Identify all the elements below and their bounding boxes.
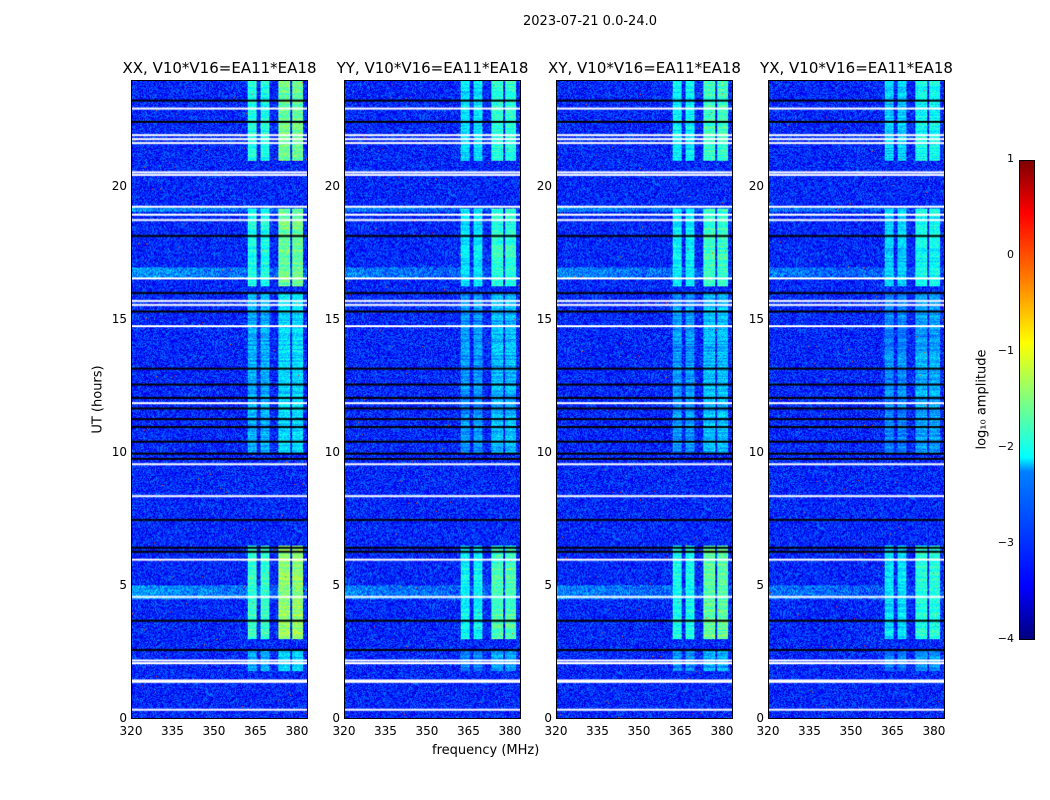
x-tick-label: 350 xyxy=(202,724,226,738)
y-tick-label: 15 xyxy=(324,311,340,326)
heatmap-panel xyxy=(768,80,945,719)
x-tick-label: 380 xyxy=(922,724,946,738)
y-tick-label: 5 xyxy=(756,577,764,592)
x-tick-label: 380 xyxy=(285,724,309,738)
y-tick-label: 20 xyxy=(111,178,127,193)
y-tick-label: 15 xyxy=(748,311,764,326)
heatmap-panel xyxy=(344,80,521,719)
y-tick-label: 10 xyxy=(536,444,552,459)
heatmap-cells xyxy=(769,81,944,718)
panel-title: XX, V10*V16=EA11*EA18 xyxy=(122,59,317,77)
panel-title: YY, V10*V16=EA11*EA18 xyxy=(336,59,529,77)
heatmap-cells xyxy=(557,81,732,718)
y-tick-label: 0 xyxy=(544,711,552,725)
x-tick-label: 365 xyxy=(669,724,692,738)
y-tick-label: 15 xyxy=(111,311,127,326)
x-tick-label: 350 xyxy=(627,724,651,738)
x-tick-label: 365 xyxy=(881,724,904,738)
y-tick-label: 10 xyxy=(111,444,127,459)
colorbar xyxy=(1019,160,1035,640)
y-tick-label: 0 xyxy=(119,711,127,725)
x-tick-label: 365 xyxy=(457,724,480,738)
heatmap-cells xyxy=(132,81,307,718)
x-tick-label: 380 xyxy=(710,724,734,738)
y-tick-label: 5 xyxy=(332,577,340,592)
y-tick-label: 5 xyxy=(119,577,127,592)
colorbar-tick-label: −1 xyxy=(997,344,1014,357)
y-tick-label: 10 xyxy=(748,444,764,459)
panel-title: YX, V10*V16=EA11*EA18 xyxy=(760,59,953,77)
colorbar-tick-label: −4 xyxy=(997,632,1014,645)
x-tick-label: 365 xyxy=(244,724,267,738)
colorbar-tick-label: −3 xyxy=(997,536,1014,549)
y-tick-label: 20 xyxy=(324,178,340,193)
x-tick-label: 380 xyxy=(498,724,522,738)
y-tick-label: 15 xyxy=(536,311,552,326)
x-tick-label: 320 xyxy=(756,724,780,738)
heatmap-panel xyxy=(556,80,733,719)
x-tick-label: 335 xyxy=(798,724,821,738)
x-tick-label: 320 xyxy=(332,724,356,738)
x-tick-label: 320 xyxy=(119,724,143,738)
y-tick-label: 10 xyxy=(324,444,340,459)
x-tick-label: 335 xyxy=(161,724,184,738)
heatmap-cells xyxy=(345,81,520,718)
figure-title: 2023-07-21 0.0-24.0 xyxy=(523,14,657,29)
y-axis-label: UT (hours) xyxy=(90,365,106,434)
x-tick-label: 335 xyxy=(374,724,397,738)
x-tick-label: 335 xyxy=(586,724,609,738)
colorbar-tick-label: 0 xyxy=(1007,248,1014,261)
x-tick-label: 350 xyxy=(415,724,439,738)
colorbar-tick-label: −2 xyxy=(997,440,1014,453)
y-tick-label: 20 xyxy=(536,178,552,193)
x-axis-label: frequency (MHz) xyxy=(432,743,540,758)
x-tick-label: 350 xyxy=(839,724,863,738)
y-tick-label: 0 xyxy=(756,711,764,725)
panel-title: XY, V10*V16=EA11*EA18 xyxy=(548,59,741,77)
colorbar-tick-label: 1 xyxy=(1007,152,1014,165)
x-tick-label: 320 xyxy=(544,724,568,738)
y-tick-label: 5 xyxy=(544,577,552,592)
y-tick-label: 20 xyxy=(748,178,764,193)
y-tick-label: 0 xyxy=(332,711,340,725)
heatmap-panel xyxy=(131,80,308,719)
